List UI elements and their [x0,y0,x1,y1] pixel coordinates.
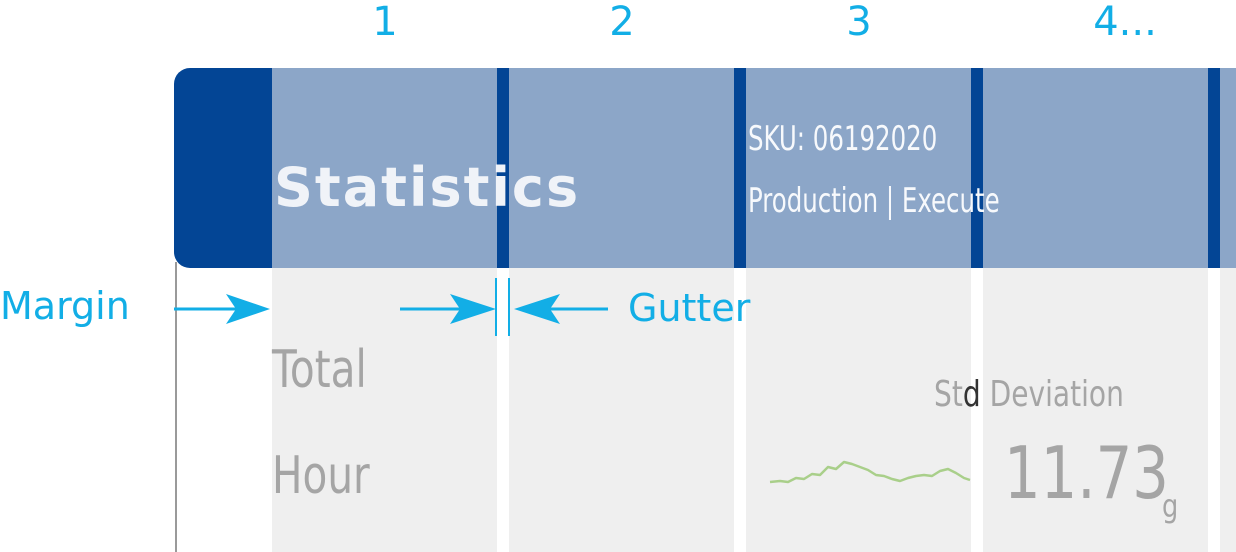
gutter-annotation: Gutter [628,286,751,330]
total-label: Total [272,340,367,400]
column-number-4: 4... [1093,0,1157,45]
header-column-1 [272,68,497,268]
header-column-5 [1220,68,1236,268]
sparkline-line [769,460,971,484]
std-deviation-unit: g [1162,487,1179,525]
std-deviation-value: 11.73 [1004,431,1169,515]
std-label-pre: St [934,374,963,415]
header-gutter-4 [1208,68,1220,268]
sku-label: SKU: 06192020 [748,119,938,159]
header-column-2 [509,68,734,268]
header-gutter-3 [971,68,983,268]
margin-arrow-icon [174,294,270,324]
hour-label: Hour [272,446,370,506]
gutter-left-arrow-icon [400,294,496,324]
column-number-3: 3 [846,0,872,45]
body-column-5 [1220,268,1236,552]
header-gutter-1 [497,68,509,268]
body-column-3 [746,268,971,552]
sparkline [769,460,971,484]
header-margin-block [174,68,272,268]
header-subtitle: Production | Execute [748,181,1000,221]
std-label-post: Deviation [980,374,1124,415]
column-number-1: 1 [372,0,398,45]
margin-rule [175,262,177,552]
page-title: Statistics [274,156,581,219]
margin-annotation: Margin [0,284,130,328]
std-label-highlight: d [962,374,981,415]
header-column-3 [746,68,971,268]
gutter-right-arrow-icon [514,294,608,324]
column-number-2: 2 [609,0,635,45]
header-column-4 [983,68,1208,268]
std-deviation-label: Std Deviation [934,372,1124,418]
gutter-markers [495,278,510,336]
header-gutter-2 [734,68,746,268]
body-column-4 [983,268,1208,552]
